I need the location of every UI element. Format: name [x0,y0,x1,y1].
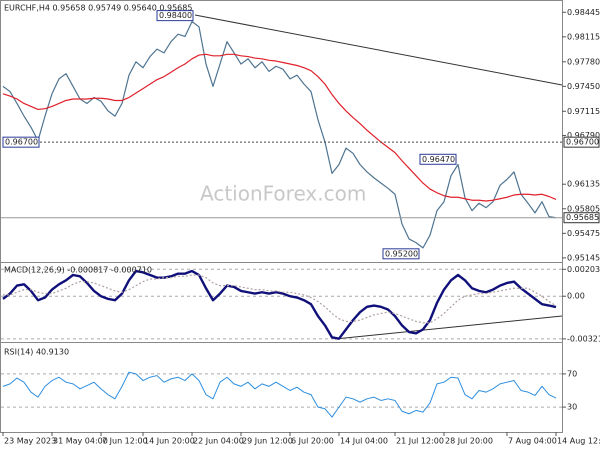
trend-line [194,14,563,86]
axis-level-box [563,136,600,148]
x-tick-label: 7 Jun 12:00 [102,437,148,446]
y-tick-label: 0.00 [567,292,585,301]
level-label: 0.96700 [5,138,38,147]
level-label: 0.98400 [159,11,192,20]
series-line [2,371,557,418]
y-tick-label: 0.97450 [567,82,600,91]
panel-title: EURCHF,H4 0.95658 0.95749 0.95640 0.9568… [4,4,192,13]
level-box [419,153,457,165]
x-tick-label: 31 May 04:00 [53,437,108,446]
y-tick-label: 0.97780 [567,57,600,66]
x-tick-label: 14 Aug 12:00 [557,437,600,446]
axis-level-label: 0.96700 [566,138,599,147]
y-tick-label: 0.96135 [567,180,600,189]
x-tick-label: 21 Jul 12:00 [396,437,444,446]
y-tick-label: 0.97115 [567,107,600,116]
y-tick-label: 30 [567,403,577,412]
x-tick-label: 29 Jun 12:00 [242,437,293,446]
macd-trend-line [334,315,563,340]
y-tick-label: 0.95805 [567,204,600,213]
x-tick-label: 14 Jul 04:00 [340,437,388,446]
level-box [2,136,40,148]
y-tick-label: 0.95145 [567,253,600,262]
y-tick-label: 0.95475 [567,229,600,238]
y-tick-label: 0.98115 [567,32,600,41]
panel-title: RSI(14) 40.9130 [4,348,69,357]
level-box [382,248,420,260]
level-box [156,10,194,22]
x-tick-label: 14 Jun 20:00 [144,437,195,446]
level-label: 0.96470 [422,155,455,164]
x-tick-label: 6 Jul 20:00 [291,437,334,446]
current-price-box [563,212,600,224]
y-tick-label: 0.98445 [567,8,600,17]
price-panel [0,0,563,263]
panel-title: MACD(12,26,9) -0.000817 -0.000710 [4,266,152,275]
watermark: ActionForex.com [200,182,366,206]
y-tick-label: 70 [567,369,577,378]
y-tick-label: 0.002031 [567,265,600,274]
macd-panel [0,262,563,343]
x-tick-label: 7 Aug 04:00 [508,437,557,446]
series-line [2,20,557,249]
x-tick-label: 28 Jul 20:00 [445,437,493,446]
x-tick-label: 23 May 2023 [4,437,56,446]
series-line [2,269,557,340]
level-label: 0.95200 [385,249,418,258]
series-line [2,53,557,202]
current-price-label: 0.95685 [566,213,599,222]
y-tick-label: -0.003214 [567,334,600,343]
x-tick-label: 22 Jun 04:00 [193,437,244,446]
rsi-panel [0,342,563,433]
y-tick-label: 0.96790 [567,131,600,140]
series-line [3,274,557,324]
